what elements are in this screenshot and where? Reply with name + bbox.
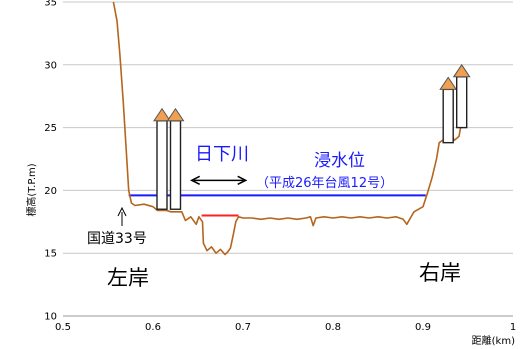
gridlines (63, 1, 513, 254)
y-tick-label: 30 (44, 60, 57, 71)
y-tick-label: 10 (44, 312, 57, 323)
river-span-arrowhead-left (190, 175, 201, 186)
road-label: 国道33号 (87, 231, 147, 247)
river-span-arrowhead-right (237, 175, 248, 186)
left-bank-label: 左岸 (107, 266, 149, 290)
pole-cone-marker (166, 107, 185, 122)
x-tick-label: 0.8 (325, 322, 341, 333)
pole-cone-marker (153, 107, 171, 122)
x-tick-label: 0.9 (415, 322, 431, 333)
ground-profile-line (112, 1, 466, 256)
flood-level-event-label: （平成26年台風12号） (256, 176, 393, 191)
pole-shaft (442, 88, 454, 144)
flood-level-label: 浸水位 (314, 151, 365, 171)
pole-shaft (456, 76, 468, 129)
x-tick-label: 1 (510, 322, 516, 333)
y-tick-label: 35 (44, 0, 57, 9)
road-pointer-arrowhead (117, 206, 127, 217)
survey-poles (153, 63, 471, 210)
pole-cone-marker (452, 63, 471, 78)
x-tick-label: 0.5 (55, 322, 71, 333)
y-tick-label: 25 (44, 123, 57, 134)
axis-ticks: 10 15 20 25 30 35 0.5 0.6 0.7 0.8 0.9 1 (44, 0, 516, 333)
y-axis-label: 標高(T.P.m) (25, 163, 38, 216)
y-tick-label: 15 (44, 249, 57, 260)
x-axis-label: 距離(km) (472, 334, 515, 347)
pole-shaft (156, 120, 168, 210)
right-bank-label: 右岸 (419, 261, 461, 285)
pole-cone-marker (439, 76, 458, 90)
x-tick-label: 0.7 (235, 322, 251, 333)
pole-shaft (169, 120, 182, 210)
x-tick-label: 0.6 (145, 322, 161, 333)
river-name-label: 日下川 (195, 144, 249, 165)
y-tick-label: 20 (44, 186, 57, 197)
